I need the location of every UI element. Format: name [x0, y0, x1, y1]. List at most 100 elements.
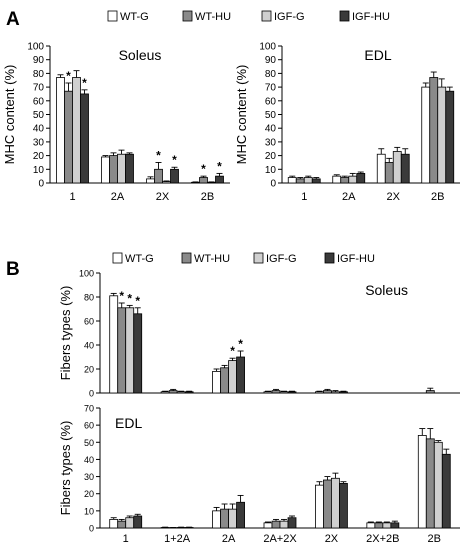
y-tick-label: 10 — [265, 165, 277, 176]
bar-wt-hu-2x — [323, 479, 332, 529]
y-tick-label: 90 — [33, 55, 45, 66]
bar-igf-g-2a — [117, 153, 126, 184]
y-tick-label: 70 — [33, 83, 45, 94]
y-tick-label: 20 — [84, 489, 94, 499]
legend-swatch-wt-g — [107, 10, 118, 22]
legend-swatch-wt-hu — [182, 10, 193, 22]
y-tick-label: 50 — [265, 110, 277, 121]
bar-wt-g-1 — [109, 295, 119, 394]
y-tick-label: 80 — [84, 293, 94, 303]
bar-wt-g-1 — [109, 519, 119, 529]
y-tick-label: 20 — [265, 151, 277, 162]
bar-wt-g-2b — [191, 181, 200, 184]
bar-igf-g-2a — [348, 175, 358, 184]
bar-wt-g-2x — [315, 484, 324, 529]
y-tick-label: 60 — [84, 317, 94, 327]
category-label: 2A — [342, 191, 356, 203]
y-tick-label: 60 — [265, 96, 277, 107]
category-label: 1+2A — [164, 533, 191, 544]
legend-panel-b: WT-G WT-HU IGF-G IGF-HU — [112, 252, 375, 265]
legend-swatch-igf-hu — [339, 10, 350, 22]
legend-label-wt-hu: WT-HU — [195, 11, 231, 23]
bar-igf-g-1 — [72, 77, 81, 184]
category-label: 2B — [201, 191, 214, 203]
y-tick-label: 40 — [265, 124, 277, 135]
bar-igf-hu-2x — [400, 153, 410, 184]
bar-wt-hu-1 — [295, 178, 305, 184]
legend-label-igf-hu: IGF-HU — [352, 11, 390, 23]
significance-marker: * — [217, 159, 222, 173]
legend-swatch-igf-g — [261, 10, 272, 22]
bar-igf-g-2x — [162, 181, 171, 184]
bar-igf-hu-2a — [356, 173, 366, 184]
bar-igf-g-2a — [228, 508, 237, 529]
bar-wt-g-2a — [212, 510, 221, 529]
bar-wt-hu-2b — [425, 390, 435, 394]
y-tick-label: 70 — [84, 404, 94, 414]
y-tick-label: 70 — [265, 83, 277, 94]
bar-igf-hu-2x — [170, 168, 179, 184]
y-tick-label: 40 — [33, 124, 45, 135]
category-label: 2A+2X — [263, 533, 297, 544]
significance-marker: * — [135, 294, 140, 308]
y-axis-label: Fibers types (%) — [58, 421, 73, 516]
bar-igf-hu-2a — [236, 356, 245, 394]
bar-igf-g-2x — [331, 477, 340, 529]
bar-wt-hu-2x — [154, 168, 163, 184]
bar-igf-g-2b — [437, 86, 447, 184]
y-tick-label: 10 — [33, 165, 45, 176]
significance-marker: * — [201, 162, 206, 176]
bar-wt-g-1 — [56, 77, 65, 184]
legend-swatch-igf-g — [253, 252, 264, 264]
bar-wt-hu-2x — [384, 162, 394, 184]
bar-igf-hu-2b — [445, 90, 455, 184]
bar-wt-hu-2x — [323, 390, 332, 394]
bar-wt-hu-2b — [425, 438, 435, 529]
y-tick-label: 100 — [79, 269, 94, 279]
y-tick-label: 0 — [38, 179, 44, 190]
bar-igf-g-2x — [331, 391, 340, 394]
bar-wt-hu-1 — [117, 520, 127, 529]
chart-title: EDL — [115, 415, 142, 431]
bar-wt-g-2x — [315, 391, 324, 394]
y-tick-label: 60 — [33, 96, 45, 107]
bar-igf-hu-2x — [339, 391, 348, 394]
bar-wt-g-2x — [146, 178, 155, 184]
bar-igf-g-2b — [433, 441, 443, 529]
y-tick-label: 30 — [84, 472, 94, 482]
y-tick-label: 60 — [84, 421, 94, 431]
category-label: 2X — [325, 533, 339, 544]
bar-wt-g-1-plus-2a — [160, 391, 170, 394]
bar-wt-hu-2b — [199, 177, 208, 184]
y-tick-label: 20 — [33, 151, 45, 162]
significance-marker: * — [230, 344, 235, 358]
legend-label-wt-g: WT-G — [125, 253, 154, 265]
legend-label-igf-g: IGF-G — [266, 253, 297, 265]
bar-wt-hu-2a-plus-2x — [271, 520, 281, 529]
category-label: 2A — [111, 191, 125, 203]
bar-wt-g-1 — [287, 177, 297, 184]
bar-igf-hu-1 — [311, 178, 321, 184]
legend-label-igf-hu: IGF-HU — [337, 253, 375, 265]
bar-igf-g-1 — [125, 517, 135, 529]
bar-wt-g-2b — [417, 435, 427, 529]
legend-panel-a: WT-G WT-HU IGF-G IGF-HU — [107, 10, 390, 23]
y-tick-label: 20 — [84, 365, 94, 375]
chart-title: Soleus — [365, 282, 408, 298]
legend-swatch-wt-g — [112, 252, 123, 264]
bar-igf-hu-2x-plus-2b — [390, 522, 400, 529]
significance-marker: * — [172, 153, 177, 167]
chart-title: Soleus — [119, 47, 162, 63]
bar-igf-hu-2a-plus-2x — [287, 517, 297, 529]
panel-letter-b: B — [6, 259, 20, 280]
y-tick-label: 0 — [89, 389, 94, 399]
bar-igf-hu-1 — [133, 515, 143, 529]
category-label: 2X — [387, 191, 401, 203]
bar-wt-g-2a — [332, 175, 342, 184]
bar-wt-g-2a-plus-2x — [263, 391, 273, 394]
category-label: 1 — [123, 533, 129, 544]
y-tick-label: 90 — [265, 55, 277, 66]
bar-wt-g-2b — [421, 86, 431, 184]
